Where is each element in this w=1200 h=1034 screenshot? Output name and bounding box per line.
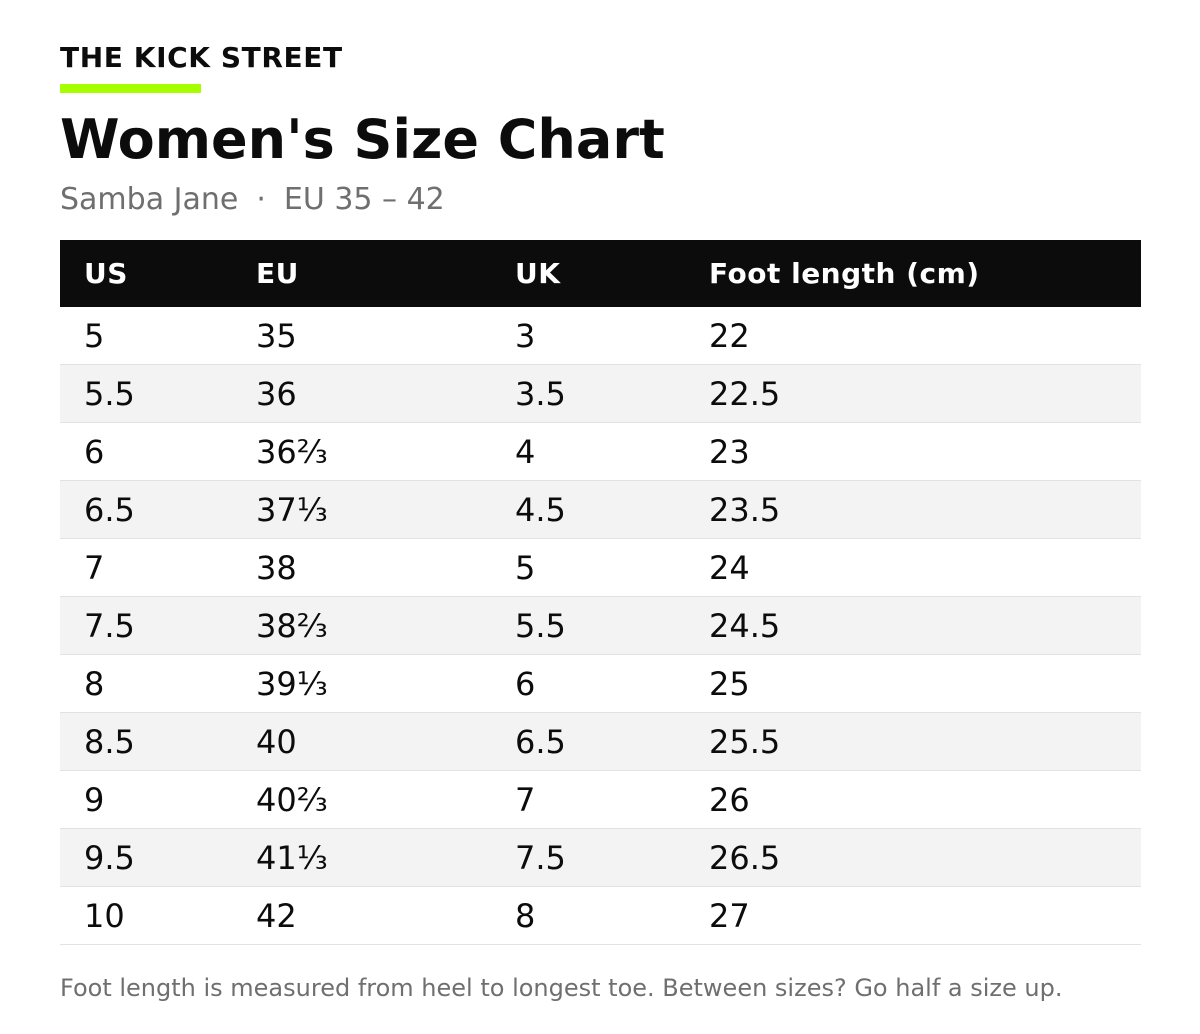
cell-eu: 40⅔: [232, 770, 491, 829]
brand-accent-bar: [60, 84, 201, 93]
cell-foot-length: 25: [685, 654, 1141, 713]
cell-eu: 35: [232, 307, 491, 365]
column-header-uk: UK: [491, 240, 685, 307]
column-header-foot-length: Foot length (cm): [685, 240, 1141, 307]
cell-us: 5.5: [60, 364, 232, 423]
cell-us: 6.5: [60, 480, 232, 539]
cell-uk: 3: [491, 307, 685, 365]
cell-us: 5: [60, 307, 232, 365]
cell-eu: 39⅓: [232, 654, 491, 713]
cell-us: 8: [60, 654, 232, 713]
table-row: 6 36⅔ 4 23: [60, 422, 1141, 481]
cell-foot-length: 24: [685, 538, 1141, 597]
subtitle-range: EU 35 – 42: [283, 182, 445, 217]
size-table: US EU UK Foot length (cm) 5 35 3 22 5.5 36 3.5…: [60, 240, 1141, 945]
brand-name: THE KICK STREET: [60, 41, 343, 74]
table-row: 10 42 8 27: [60, 886, 1141, 945]
cell-uk: 7: [491, 770, 685, 829]
cell-eu: 42: [232, 886, 491, 945]
footnote: Foot length is measured from heel to lon…: [60, 974, 1063, 1002]
cell-uk: 6: [491, 654, 685, 713]
cell-eu: 36: [232, 364, 491, 423]
cell-foot-length: 22.5: [685, 364, 1141, 423]
table-row: 8.5 40 6.5 25.5: [60, 712, 1141, 771]
cell-foot-length: 27: [685, 886, 1141, 945]
table-header-row: US EU UK Foot length (cm): [60, 240, 1141, 307]
cell-uk: 5: [491, 538, 685, 597]
cell-uk: 8: [491, 886, 685, 945]
subtitle-separator: ·: [256, 182, 266, 217]
cell-us: 6: [60, 422, 232, 481]
cell-us: 9.5: [60, 828, 232, 887]
table-row: 7 38 5 24: [60, 538, 1141, 597]
cell-eu: 38: [232, 538, 491, 597]
subtitle-model: Samba Jane: [60, 182, 239, 217]
cell-eu: 38⅔: [232, 596, 491, 655]
cell-uk: 6.5: [491, 712, 685, 771]
cell-us: 7.5: [60, 596, 232, 655]
table-row: 9 40⅔ 7 26: [60, 770, 1141, 829]
cell-us: 8.5: [60, 712, 232, 771]
cell-foot-length: 22: [685, 307, 1141, 365]
cell-foot-length: 23.5: [685, 480, 1141, 539]
page-subtitle: Samba Jane · EU 35 – 42: [60, 181, 445, 219]
cell-us: 7: [60, 538, 232, 597]
cell-foot-length: 24.5: [685, 596, 1141, 655]
table-row: 5 35 3 22: [60, 307, 1141, 365]
cell-foot-length: 23: [685, 422, 1141, 481]
table-row: 6.5 37⅓ 4.5 23.5: [60, 480, 1141, 539]
cell-uk: 4: [491, 422, 685, 481]
cell-us: 9: [60, 770, 232, 829]
cell-foot-length: 26: [685, 770, 1141, 829]
table-row: 9.5 41⅓ 7.5 26.5: [60, 828, 1141, 887]
table-row: 7.5 38⅔ 5.5 24.5: [60, 596, 1141, 655]
column-header-eu: EU: [232, 240, 491, 307]
table-body: 5 35 3 22 5.5 36 3.5 22.5 6 36⅔ 4 23 6.5 37⅓ 4.5 23.5 7 3…: [60, 307, 1141, 945]
table-row: 8 39⅓ 6 25: [60, 654, 1141, 713]
cell-eu: 36⅔: [232, 422, 491, 481]
cell-uk: 7.5: [491, 828, 685, 887]
cell-eu: 37⅓: [232, 480, 491, 539]
cell-uk: 3.5: [491, 364, 685, 423]
cell-eu: 41⅓: [232, 828, 491, 887]
page-title: Women's Size Chart: [60, 108, 665, 171]
cell-foot-length: 25.5: [685, 712, 1141, 771]
cell-foot-length: 26.5: [685, 828, 1141, 887]
column-header-us: US: [60, 240, 232, 307]
cell-eu: 40: [232, 712, 491, 771]
cell-us: 10: [60, 886, 232, 945]
table-row: 5.5 36 3.5 22.5: [60, 364, 1141, 423]
cell-uk: 4.5: [491, 480, 685, 539]
cell-uk: 5.5: [491, 596, 685, 655]
